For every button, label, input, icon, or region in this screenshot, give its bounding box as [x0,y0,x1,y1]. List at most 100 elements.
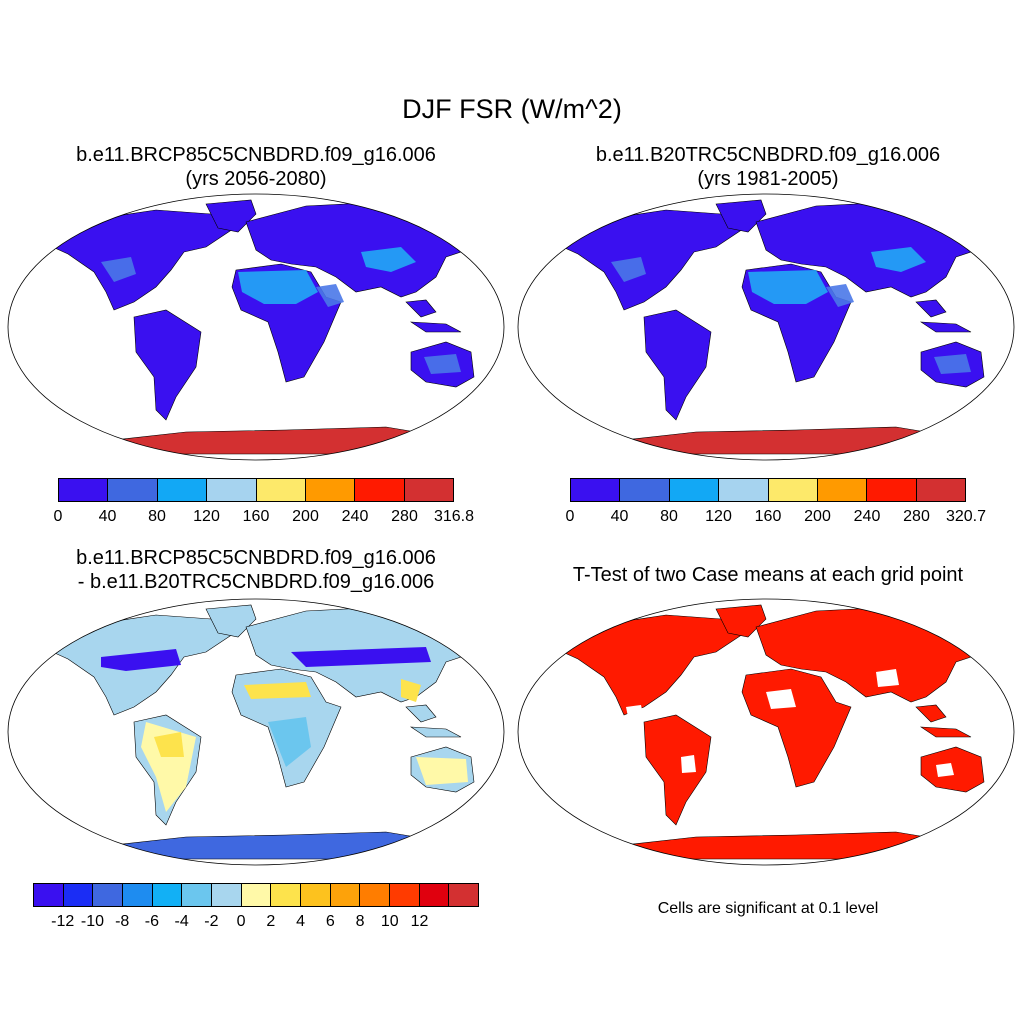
main-title: DJF FSR (W/m^2) [402,94,622,124]
map-border [517,193,1015,461]
high-albedo-region-sw_us [101,257,136,282]
colorbar-tick-label: 280 [391,508,418,525]
landmass-indonesia [919,726,972,738]
map-border [7,193,505,461]
colorbar-tick-label: 2 [266,913,276,930]
color-swatch [449,884,479,906]
high-albedo-region-tibet [361,247,416,272]
colorbar-tick-label: 80 [660,508,678,525]
significance-note: Cells are significant at 0.1 level [657,900,879,917]
color-swatch [207,479,257,501]
colorbar-tick-label: 320.7 [945,508,987,525]
map-border [517,598,1015,866]
landmass-samerica [643,714,712,826]
color-swatch [669,479,720,501]
colorbar-panel2-labels: 0 40 80 120 160 200 240 280 320.7 [566,508,986,528]
colorbar-tick-label: 10 [380,913,399,930]
colorbar-tick-label: 0 [53,508,63,525]
cooling-central-africa [268,717,311,767]
colorbar-tick-label: 240 [853,508,881,525]
colorbar-tick-label: 4 [296,913,306,930]
colorbar-tick-label: 200 [292,508,319,525]
landmass-seasia [405,704,437,723]
color-swatch [152,884,183,906]
map-panel2 [517,193,1015,461]
landmass-seasia [405,299,437,318]
panel4-title: T-Test of two Case means at each grid po… [512,563,1024,587]
high-albedo-region-tibet [871,247,926,272]
colorbar-tick-label: 40 [610,508,629,525]
cooling-band-north-america [101,649,181,671]
colorbar-tick-label: -10 [80,913,105,930]
color-swatch [571,479,621,501]
colorbar-tick-label: 316.8 [433,508,475,525]
colorbar-tick-label: 160 [754,508,782,525]
high-albedo-region-arabia [826,284,854,307]
panel3-title-line1: b.e11.BRCP85C5CNBDRD.f09_g16.006 [76,547,436,569]
color-swatch [330,884,361,906]
color-swatch [93,884,124,906]
panel1-title-line2: (yrs 2056-2080) [185,168,327,190]
warming-sahel [244,682,311,699]
colorbar-tick-label: 12 [410,913,429,930]
color-swatch [212,884,242,906]
landmass-indonesia [919,321,972,333]
color-swatch [916,479,965,501]
colorbar-tick-label: 280 [903,508,930,525]
color-swatch [63,884,94,906]
warming-australia [416,757,468,785]
color-swatch [419,884,450,906]
colorbar-tick-label: 240 [341,508,369,525]
high-albedo-region-sw_us [611,257,646,282]
map-panel4 [517,598,1015,866]
panel2-title-line2: (yrs 1981-2005) [697,168,839,190]
landmass-indonesia [409,321,462,333]
color-swatch [108,479,158,501]
color-swatch [241,884,272,906]
cooling-band-eurasia [291,647,431,667]
colorbar-tick-label: -6 [144,913,160,930]
panel3-title: b.e11.BRCP85C5CNBDRD.f09_g16.006 - b.e11… [0,546,512,594]
color-swatch [271,884,302,906]
non-significant-area [936,763,954,777]
colorbar-tick-label: 0 [236,913,246,930]
color-swatch [256,479,306,501]
colorbar-tick-label: 0 [565,508,575,525]
colorbar-panel1 [58,478,454,502]
high-albedo-region-sahara [748,270,828,304]
non-significant-area [876,669,899,687]
high-albedo-region-arabia [316,284,344,307]
panel1-title-line1: b.e11.BRCP85C5CNBDRD.f09_g16.006 [76,144,436,166]
map-panel1 [7,193,505,461]
panel1-title: b.e11.BRCP85C5CNBDRD.f09_g16.006 (yrs 20… [0,143,512,191]
colorbar-difference [33,883,479,907]
warming-amazon [154,732,184,757]
colorbar-tick-label: -2 [204,913,219,930]
colorbar-panel2 [570,478,966,502]
colorbar-difference-labels: -12 -10 -8 -6 -4 -2 0 2 4 6 8 10 12 [33,913,479,933]
color-swatch [404,479,453,501]
color-swatch [355,479,405,501]
landmass-seasia [915,299,947,318]
colorbar-tick-label: 6 [325,913,335,930]
landmass-seasia [915,704,947,723]
colorbar-tick-label: 120 [193,508,220,525]
color-swatch [719,479,769,501]
colorbar-tick-label: 160 [242,508,270,525]
colorbar-tick-label: 8 [355,913,365,930]
color-swatch [59,479,109,501]
map-border [7,598,505,866]
non-significant-area [681,755,696,773]
panel4-title-line1: T-Test of two Case means at each grid po… [572,564,964,586]
panel2-title-line1: b.e11.B20TRC5CNBDRD.f09_g16.006 [595,144,941,166]
color-swatch [867,479,917,501]
color-swatch [817,479,868,501]
landmass-indonesia [409,726,462,738]
landmass-samerica [643,309,712,421]
high-albedo-region-aus [424,354,461,374]
panel3-title-line2: - b.e11.B20TRC5CNBDRD.f09_g16.006 [77,571,435,593]
high-albedo-region-sahara [238,270,318,304]
map-panel3 [7,598,505,866]
color-swatch [301,884,331,906]
color-swatch [620,479,670,501]
